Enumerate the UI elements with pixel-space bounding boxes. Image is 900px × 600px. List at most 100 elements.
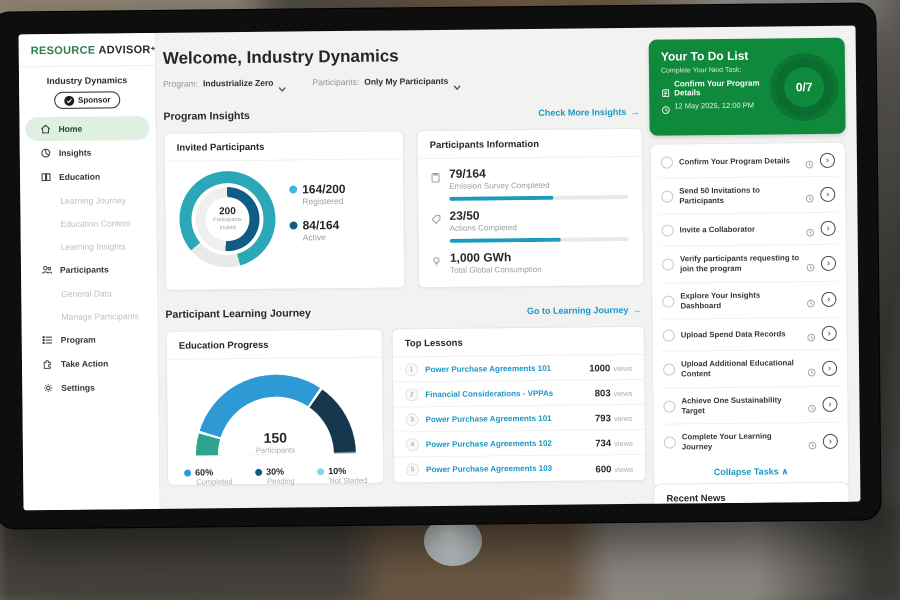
lesson-link[interactable]: Power Purchase Agreements 102 <box>425 438 552 449</box>
clock-icon <box>805 156 814 169</box>
sidebar-item-label: Home <box>58 123 83 134</box>
todo-progress-ring: 0/7 <box>774 57 834 117</box>
task-checkbox[interactable] <box>662 295 675 308</box>
recent-news-title: Recent News <box>654 482 849 511</box>
lesson-link[interactable]: Power Purchase Agreements 103 <box>426 463 553 475</box>
todo-task-row: Verify participants requesting to join t… <box>659 244 839 283</box>
task-label: Upload Spend Data Records <box>680 329 786 340</box>
task-open-button[interactable]: › <box>820 187 836 203</box>
monitor-bezel: RESOURCE ADVISOR+ Industry Dynamics Spon… <box>0 3 881 529</box>
program-value: Industrialize Zero <box>202 77 274 89</box>
lesson-rank: 2 <box>405 387 419 401</box>
list-icon <box>42 334 54 346</box>
task-label: Complete Your Learning Journey <box>681 431 772 452</box>
sidebar-item-label: Settings <box>61 382 95 393</box>
logo-advisor: ADVISOR <box>98 43 151 57</box>
lesson-row: 2 Financial Considerations - VPPAs 803 vi… <box>393 379 645 408</box>
task-open-button[interactable]: › <box>822 396 838 413</box>
legend-pending: 30% Pending <box>255 466 295 486</box>
task-checkbox[interactable] <box>663 363 676 376</box>
sponsor-badge[interactable]: Sponsor <box>54 91 121 109</box>
sponsor-icon <box>63 95 75 106</box>
sidebar-item-learning-insights[interactable]: Learning Insights <box>27 234 151 258</box>
task-label: Verify participants requesting to join t… <box>679 253 800 274</box>
legend-label: Active <box>302 232 326 243</box>
gauge-legend: 60% Completed 30% Pending 10% Not Starte… <box>168 454 383 487</box>
legend-value: 84/164 <box>302 218 340 233</box>
todo-title: Your To Do List <box>660 48 749 64</box>
lesson-row: 4 Power Purchase Agreements 102 734 views <box>393 429 645 458</box>
dashboard-screen: RESOURCE ADVISOR+ Industry Dynamics Spon… <box>18 25 861 511</box>
program-dropdown[interactable]: Program: Industrialize Zero <box>163 77 286 92</box>
lesson-link[interactable]: Power Purchase Agreements 101 <box>425 363 552 374</box>
task-checkbox[interactable] <box>660 156 673 169</box>
views-suffix: views <box>613 363 633 374</box>
todo-next-task: Confirm Your Program Details <box>674 78 760 98</box>
insights-icon <box>40 147 52 159</box>
go-to-learning-journey-link[interactable]: Go to Learning Journey → <box>527 305 642 316</box>
sidebar-item-program[interactable]: Program <box>28 327 152 352</box>
clock-icon <box>806 259 815 272</box>
sidebar-item-general-data[interactable]: General Data <box>27 281 151 305</box>
legend-dot <box>255 468 263 476</box>
task-checkbox[interactable] <box>661 258 675 271</box>
task-open-button[interactable]: › <box>819 152 835 168</box>
education-progress-card: Education Progress 150 Participants 60% … <box>165 328 385 487</box>
todo-header-card: Your To Do List Complete Your Next Task:… <box>648 37 846 136</box>
sidebar-item-education[interactable]: Education <box>26 164 150 189</box>
clock-icon <box>806 225 815 237</box>
sidebar-item-take-action[interactable]: Take Action <box>28 351 152 376</box>
stat-value: 1,000 GWh <box>449 250 512 265</box>
sidebar-item-label: Learning Insights <box>60 240 126 252</box>
tag-icon <box>430 212 441 225</box>
todo-task-row: Complete Your Learning Journey › <box>661 422 841 461</box>
task-open-button[interactable]: › <box>820 255 837 271</box>
sidebar-item-participants[interactable]: Participants <box>27 257 151 282</box>
lesson-rank: 4 <box>405 437 419 451</box>
todo-task-row: Achieve One Sustainability Target › <box>661 385 840 424</box>
check-more-insights-link[interactable]: Check More Insights → <box>538 107 639 118</box>
legend-dot <box>289 221 298 230</box>
sidebar-item-learning-journey[interactable]: Learning Journey <box>26 188 150 212</box>
task-open-button[interactable]: › <box>821 326 837 342</box>
lesson-link[interactable]: Power Purchase Agreements 101 <box>425 413 552 424</box>
stat-label: Total Global Consumption <box>449 264 542 275</box>
clipboard-icon <box>430 170 441 183</box>
views-suffix: views <box>614 438 633 449</box>
sidebar-item-label: Learning Journey <box>60 194 127 206</box>
task-open-button[interactable]: › <box>821 291 837 308</box>
task-open-button[interactable]: › <box>822 433 838 449</box>
sidebar-item-education-content[interactable]: Education Content <box>26 211 150 235</box>
task-open-button[interactable]: › <box>822 360 838 376</box>
lesson-rank: 1 <box>405 362 419 376</box>
sidebar-item-settings[interactable]: Settings <box>28 375 152 400</box>
task-open-button[interactable]: › <box>820 221 836 237</box>
lesson-link[interactable]: Financial Considerations - VPPAs <box>425 388 554 399</box>
todo-task-row: Invite a Collaborator › <box>659 212 838 247</box>
task-label: Send 50 Invitations to Participants <box>679 185 760 206</box>
section-title: Participant Learning Journey <box>165 307 311 321</box>
home-icon <box>39 123 51 135</box>
people-icon <box>41 264 53 276</box>
todo-tasks-card: Confirm Your Program Details › Send 50 I… <box>649 141 850 490</box>
task-checkbox[interactable] <box>661 224 674 237</box>
link-label: Go to Learning Journey <box>526 304 629 317</box>
task-checkbox[interactable] <box>663 400 676 413</box>
card-title: Invited Participants <box>164 131 403 162</box>
task-checkbox[interactable] <box>662 329 675 342</box>
legend-label: Not Started <box>329 475 368 486</box>
top-lessons-card: Top Lessons 1 Power Purchase Agreements … <box>391 325 647 484</box>
task-label: Achieve One Sustainability Target <box>681 395 782 416</box>
views-suffix: views <box>614 464 634 474</box>
task-checkbox[interactable] <box>663 436 676 449</box>
sidebar-item-manage-participants[interactable]: Manage Participants <box>27 304 151 328</box>
sidebar-item-insights[interactable]: Insights <box>26 140 150 165</box>
task-checkbox[interactable] <box>661 190 674 203</box>
legend-label: Registered <box>302 195 344 207</box>
participants-dropdown[interactable]: Participants: Only My Participants <box>312 76 461 91</box>
todo-panel: Your To Do List Complete Your Next Task:… <box>648 26 850 511</box>
stat-value: 79/164 <box>448 166 486 181</box>
sidebar-item-home[interactable]: Home <box>25 115 150 142</box>
todo-subtitle: Complete Your Next Task: <box>660 66 742 75</box>
stat-value: 23/50 <box>449 208 480 223</box>
